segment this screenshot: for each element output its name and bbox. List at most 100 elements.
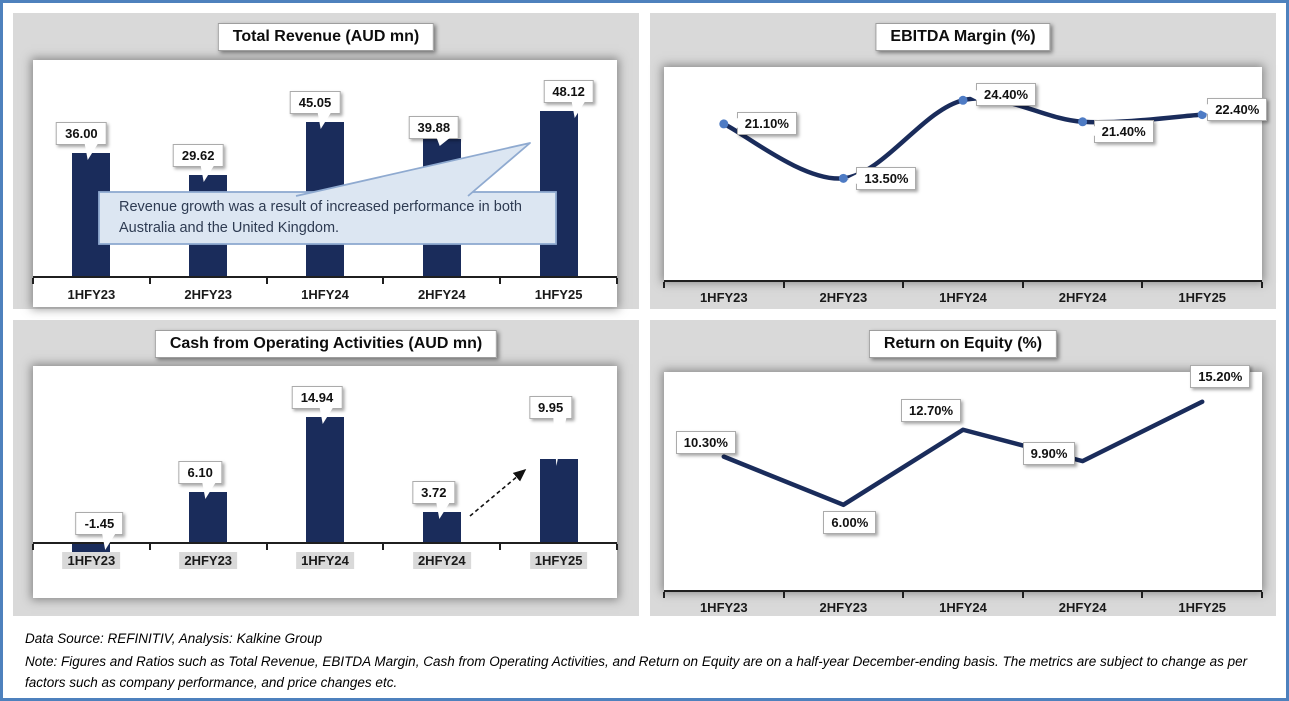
x-axis-tick — [382, 278, 385, 284]
x-axis-tick — [148, 544, 151, 550]
x-axis-tick — [663, 282, 665, 288]
x-axis-label: 2HFY23 — [179, 552, 238, 569]
data-label-callout: 45.05 — [289, 90, 341, 129]
callout-pointer — [436, 138, 450, 147]
data-label-callout: 13.50% — [847, 167, 917, 191]
panel-return-on-equity: Return on Equity (%) 1HFY23 2HFY23 1HFY24 2… — [650, 320, 1276, 616]
footer-notes: Data Source: REFINITIV, Analysis: Kalkin… — [13, 616, 1276, 693]
x-axis-tick — [663, 592, 665, 598]
callout-pointer — [436, 502, 450, 519]
x-axis-tick — [1141, 592, 1144, 598]
data-label: 10.30% — [675, 430, 736, 454]
data-label-callout: 21.40% — [1084, 119, 1154, 143]
x-axis-tick — [1021, 592, 1024, 598]
trend-line-layer — [721, 399, 1205, 508]
data-label: 21.10% — [727, 111, 797, 135]
data-label: 9.95 — [528, 396, 573, 420]
x-axis-tick — [499, 544, 502, 550]
callout-pointer — [84, 143, 98, 160]
x-axis-label: 1HFY25 — [1178, 600, 1227, 615]
x-axis-label: 1HFY23 — [699, 290, 748, 305]
data-label-callout: 6.10 — [178, 460, 222, 499]
x-axis-label: 2HFY23 — [819, 290, 868, 305]
data-point-marker — [1078, 117, 1088, 127]
callout-pointer — [102, 534, 116, 550]
growth-arrow-icon — [469, 468, 527, 517]
data-label-callout: 14.94 — [291, 386, 343, 425]
x-axis-tick — [1261, 282, 1263, 288]
x-axis-tick — [902, 592, 905, 598]
panel-cash-operating: Cash from Operating Activities (AUD mn) … — [13, 320, 639, 616]
data-label: 6.10 — [178, 460, 222, 484]
data-label-callout: 6.00% — [823, 510, 877, 534]
x-axis-label: 2HFY23 — [184, 287, 233, 302]
data-label: 24.40% — [966, 83, 1037, 107]
x-axis-tick — [32, 544, 34, 550]
panel-ebitda-margin: EBITDA Margin (%) 1HFY23 2HFY23 1HFY24 2HFY… — [650, 13, 1276, 309]
data-label-callout: 36.00 — [56, 121, 107, 160]
x-axis-tick — [902, 282, 905, 288]
plot-area-return-on-equity: 1HFY23 2HFY23 1HFY24 2HFY24 1HFY25 10.30% 6.00… — [663, 364, 1263, 615]
data-label: 15.20% — [1190, 364, 1251, 388]
callout-pointer — [201, 165, 215, 182]
x-axis-label: 1HFY24 — [296, 552, 354, 569]
x-axis-label: 2HFY24 — [1058, 290, 1107, 305]
plot-area-ebitda-margin: 1HFY23 2HFY23 1HFY24 2HFY24 1HFY25 21.10% 13.5… — [663, 67, 1268, 305]
data-label-callout: 48.12 — [543, 79, 594, 118]
x-axis-label: 1HFY23 — [699, 600, 748, 615]
data-point-marker — [958, 95, 968, 105]
callout-pointer — [553, 418, 567, 467]
data-label: 36.00 — [56, 121, 107, 145]
x-axis-label: 2HFY24 — [1058, 600, 1107, 615]
data-label: 6.00% — [823, 510, 877, 534]
x-axis-tick — [265, 278, 268, 284]
x-axis-label: 1HFY24 — [939, 600, 987, 615]
x-axis-label: 1HFY24 — [939, 290, 987, 305]
x-axis-tick — [616, 278, 618, 284]
x-axis-tick — [148, 278, 151, 284]
data-label: 3.72 — [412, 480, 456, 504]
chart-title-cash-operating: Cash from Operating Activities (AUD mn) — [154, 330, 498, 358]
x-axis-tick — [382, 544, 385, 550]
x-axis-line — [664, 280, 1262, 282]
x-axis-line — [664, 590, 1262, 592]
data-label: 48.12 — [543, 79, 594, 103]
data-label-callout: 9.95 — [528, 396, 573, 467]
annotation-text: Revenue growth was a result of increased… — [119, 198, 522, 236]
data-label: 14.94 — [291, 386, 343, 410]
plot-area-total-revenue: 1HFY23 2HFY23 1HFY24 2HFY24 1HFY25 36.00 29.62… — [32, 60, 618, 307]
data-label-callout: 10.30% — [675, 430, 736, 454]
x-axis-label: 1HFY23 — [67, 287, 116, 302]
data-label: -1.45 — [75, 512, 124, 535]
callout-pointer — [320, 408, 334, 425]
x-axis-tick — [265, 544, 268, 550]
bar-2HFY23 — [189, 491, 228, 543]
charts-grid: Total Revenue (AUD mn) 1HFY23 2HFY23 1HFY2… — [13, 13, 1276, 616]
bar-1HFY24 — [306, 417, 344, 543]
x-axis-tick — [1261, 592, 1263, 598]
data-label: 13.50% — [847, 167, 917, 191]
data-label-callout: -1.45 — [75, 512, 124, 550]
x-axis-label: 2HFY24 — [417, 287, 466, 302]
data-label-callout: 39.88 — [408, 116, 460, 147]
data-point-marker — [719, 119, 729, 129]
x-axis-label: 2HFY23 — [819, 600, 868, 615]
x-axis-line — [33, 542, 617, 544]
data-label: 29.62 — [172, 143, 224, 167]
data-label-callout: 15.20% — [1190, 364, 1251, 388]
x-axis-tick — [782, 282, 785, 288]
data-label-callout: 12.70% — [901, 398, 962, 422]
x-axis-tick — [782, 592, 785, 598]
data-label: 45.05 — [289, 90, 341, 114]
data-label: 9.90% — [1022, 442, 1076, 466]
x-axis-tick — [1021, 282, 1024, 288]
x-axis-tick — [616, 544, 618, 550]
data-point-marker — [838, 173, 848, 183]
trend-line-layer — [719, 95, 1207, 183]
data-label-callout: 24.40% — [966, 83, 1037, 107]
x-axis-label: 1HFY24 — [301, 287, 349, 302]
callout-pointer — [202, 482, 216, 499]
x-axis-label: 1HFY25 — [1178, 290, 1227, 305]
annotation-layer — [469, 468, 527, 517]
